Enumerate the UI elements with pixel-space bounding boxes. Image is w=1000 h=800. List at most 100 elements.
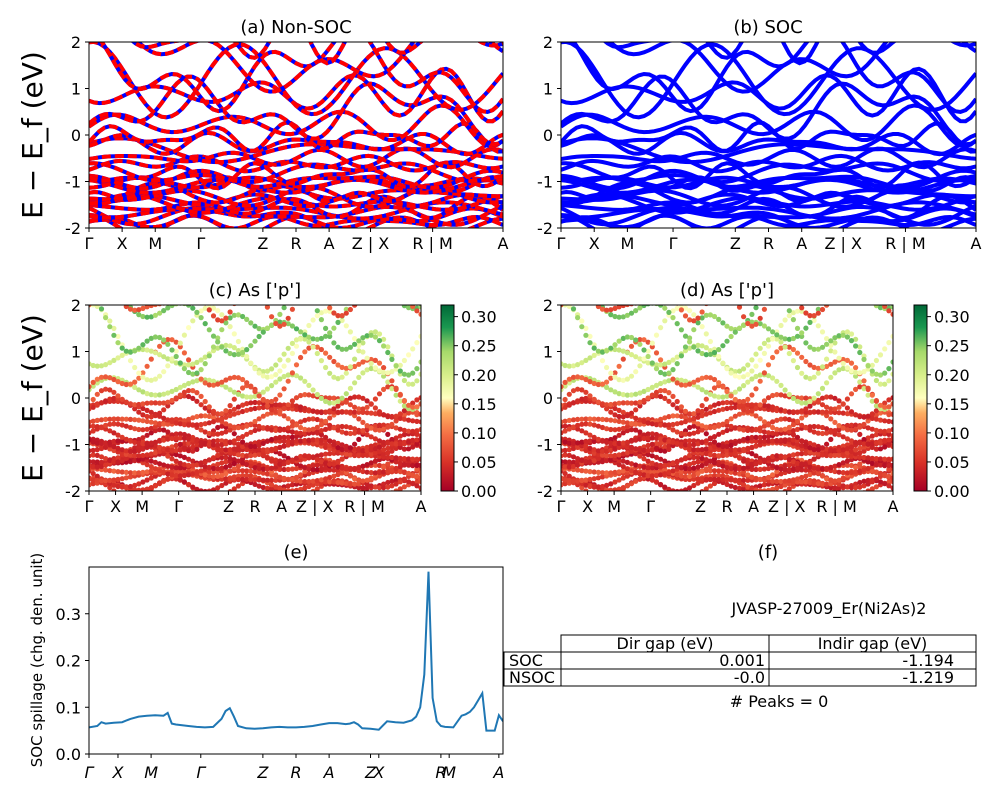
projected-point (674, 440, 680, 447)
projected-point (861, 356, 867, 362)
projected-point (132, 379, 138, 385)
projected-point (127, 470, 134, 476)
projected-point (865, 363, 871, 369)
projected-point (832, 452, 838, 458)
y-tick-label: 1 (543, 80, 553, 99)
projected-point (612, 452, 618, 459)
projected-point (670, 413, 676, 419)
projected-point (273, 427, 279, 433)
projected-point (877, 446, 884, 452)
projected-point (144, 486, 150, 491)
projected-point (778, 339, 784, 345)
projected-point (327, 370, 333, 376)
projected-point (707, 338, 714, 345)
projected-point (314, 409, 320, 415)
projected-point (587, 469, 593, 475)
projected-point (670, 357, 676, 363)
x-tick-label: Z (364, 763, 377, 782)
projected-point (310, 416, 316, 422)
projected-point (343, 323, 349, 329)
projected-point (612, 405, 618, 412)
projected-point (364, 398, 370, 404)
projected-point (749, 461, 755, 467)
projected-point (302, 392, 308, 398)
projected-point (732, 447, 738, 453)
projected-point (575, 456, 581, 462)
projected-point (161, 407, 167, 413)
projected-point (269, 486, 275, 491)
projected-point (169, 435, 175, 442)
projected-point (281, 413, 287, 419)
projected-point (786, 453, 792, 459)
projected-point (186, 393, 192, 400)
projected-point (376, 391, 383, 397)
x-tick-label: Z | X (768, 497, 806, 516)
projected-point (298, 486, 304, 491)
projected-point (890, 426, 893, 433)
projected-point (401, 484, 407, 490)
projected-point (628, 410, 635, 416)
projected-point (728, 466, 734, 472)
projected-point (587, 289, 592, 294)
projected-point (886, 462, 892, 469)
projected-point (95, 274, 100, 279)
projected-point (672, 490, 674, 491)
projected-point (119, 416, 125, 422)
projected-point (414, 378, 420, 384)
projected-point (199, 295, 204, 300)
projected-point (616, 314, 622, 320)
projected-point (819, 430, 826, 437)
projected-point (364, 477, 370, 483)
projected-point (277, 311, 283, 317)
projected-point (90, 470, 96, 477)
projected-point (120, 300, 125, 305)
projected-point (566, 363, 572, 369)
projected-point (410, 462, 416, 469)
projected-point (791, 290, 796, 295)
projected-point (786, 416, 792, 423)
projected-point (745, 362, 751, 368)
y-tick-label: 1 (71, 80, 81, 99)
projected-point (311, 279, 316, 284)
projected-point (169, 464, 175, 470)
projected-point (683, 495, 688, 500)
projected-point (206, 377, 212, 383)
projected-point (231, 431, 237, 437)
projected-point (140, 435, 146, 441)
projected-point (869, 460, 875, 466)
projected-point (807, 445, 813, 451)
projected-point (202, 398, 208, 405)
projected-point (608, 481, 614, 487)
projected-point (94, 447, 100, 453)
projected-point (604, 453, 610, 459)
projected-point (616, 413, 622, 420)
projected-point (161, 462, 167, 468)
projected-point (836, 469, 842, 475)
projected-point (790, 409, 797, 416)
projected-point (352, 363, 358, 370)
projected-point (857, 454, 863, 460)
projected-point (152, 459, 158, 465)
projected-point (882, 381, 888, 387)
projected-point (385, 479, 391, 486)
projected-point (612, 412, 618, 418)
projected-point (347, 409, 353, 415)
projected-point (803, 400, 809, 406)
projected-point (414, 418, 420, 424)
projected-point (152, 483, 158, 489)
projected-point (235, 445, 241, 451)
projected-point (331, 467, 337, 473)
projected-point (231, 460, 237, 467)
projected-point (811, 374, 817, 380)
projected-point (364, 367, 370, 373)
projected-point (782, 478, 788, 484)
projected-point (215, 411, 221, 417)
projected-point (181, 393, 187, 399)
projected-point (372, 405, 378, 411)
projected-point (774, 281, 779, 286)
projected-point (761, 476, 768, 482)
projected-point (824, 476, 830, 482)
projected-point (595, 459, 602, 465)
projected-point (231, 476, 237, 482)
projected-point (394, 294, 399, 299)
